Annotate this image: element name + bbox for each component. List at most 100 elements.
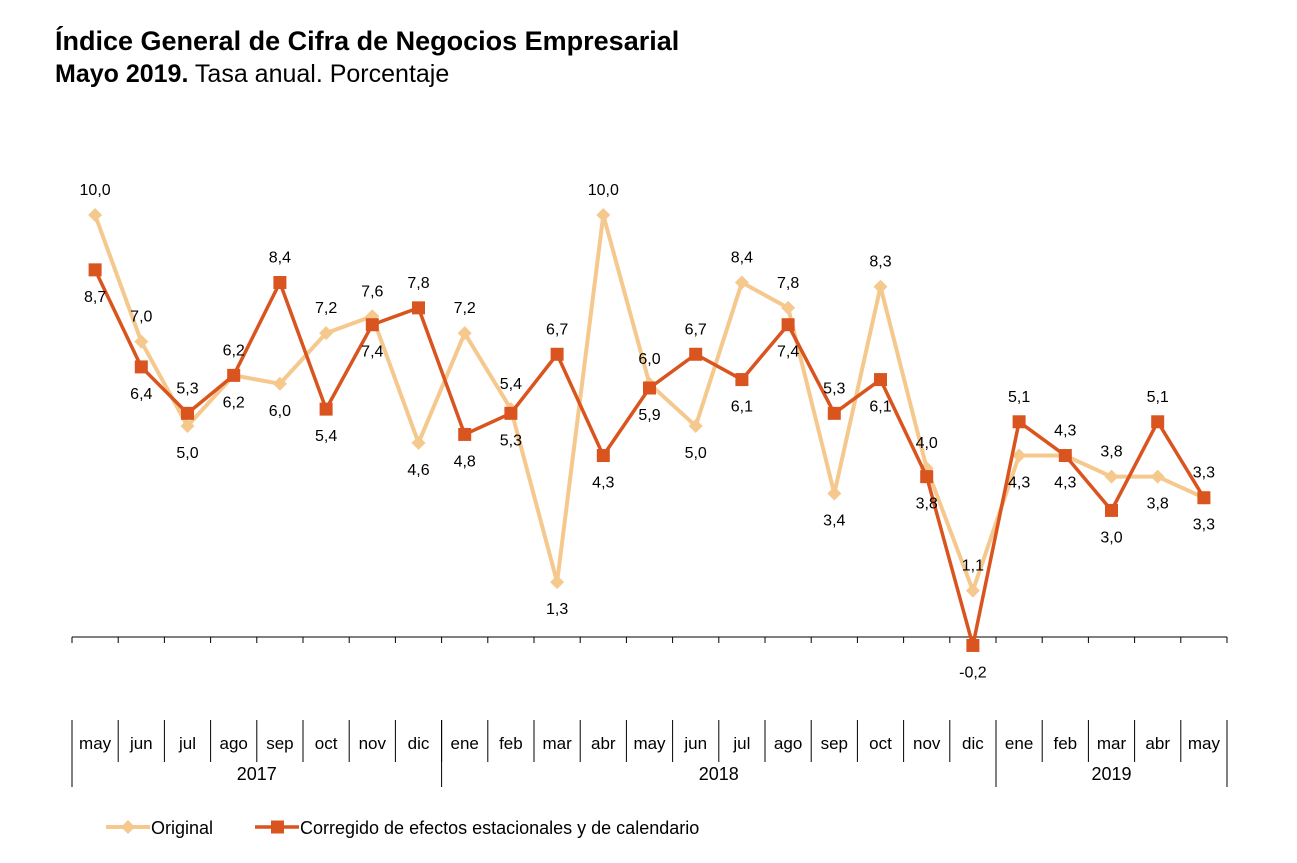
legend-original-label: Original — [151, 818, 213, 838]
corrected-data-label: 3,8 — [916, 496, 938, 513]
subtitle-description: Tasa anual. Porcentaje — [188, 60, 450, 88]
category-label: mar — [542, 734, 572, 753]
corrected-point — [319, 402, 333, 416]
original-data-label: 8,4 — [731, 250, 753, 267]
corrected-data-label: 5,1 — [1147, 389, 1169, 406]
corrected-point — [874, 373, 887, 387]
category-label: jun — [129, 734, 153, 753]
original-data-label: 3,8 — [1147, 496, 1169, 513]
original-point — [1104, 469, 1119, 484]
category-label: abr — [1145, 734, 1170, 753]
year-label: 2018 — [699, 764, 739, 784]
category-label: mar — [1097, 734, 1127, 753]
original-data-label: 8,3 — [869, 254, 891, 271]
original-data-label: 4,6 — [407, 462, 429, 479]
series-corrected-line — [93, 269, 1206, 648]
corrected-point — [504, 406, 518, 420]
original-point — [734, 275, 749, 290]
corrected-point — [920, 470, 934, 484]
corrected-data-label: 6,7 — [546, 321, 568, 338]
original-point — [873, 279, 888, 294]
legend-original-marker — [121, 820, 135, 834]
chart-subtitle: Mayo 2019. Tasa anual. Porcentaje — [55, 60, 449, 89]
category-label: ago — [774, 734, 802, 753]
original-data-label: 5,0 — [685, 445, 707, 462]
corrected-data-label: 5,3 — [823, 380, 845, 397]
year-label: 2019 — [1091, 764, 1131, 784]
category-label: jul — [732, 734, 750, 753]
corrected-data-label: 6,7 — [685, 321, 707, 338]
corrected-point — [458, 427, 472, 441]
original-data-label: 1,1 — [962, 558, 984, 575]
corrected-data-label: 3,3 — [1193, 465, 1215, 482]
original-point — [550, 575, 565, 590]
category-label: jul — [178, 734, 196, 753]
corrected-data-label: 3,0 — [1100, 529, 1122, 546]
original-point — [596, 208, 611, 222]
subtitle-period: Mayo 2019. — [55, 60, 189, 88]
corrected-data-label: 8,7 — [84, 289, 106, 306]
original-point — [180, 419, 195, 433]
corrected-data-label: 5,3 — [500, 432, 522, 449]
category-label: oct — [315, 734, 338, 753]
category-label: dic — [408, 734, 430, 753]
original-data-label: 7,8 — [777, 275, 799, 292]
corrected-data-label: 5,4 — [315, 428, 337, 445]
category-label: nov — [913, 734, 941, 753]
category-label: feb — [1053, 734, 1077, 753]
category-label: abr — [591, 734, 616, 753]
original-point — [827, 486, 842, 501]
corrected-point — [273, 276, 287, 290]
corrected-data-label: 7,8 — [407, 275, 429, 292]
corrected-point — [781, 318, 795, 332]
original-data-label: 7,6 — [361, 283, 383, 300]
original-data-label: 3,8 — [1100, 444, 1122, 461]
corrected-point — [735, 373, 749, 387]
original-data-label: 7,0 — [130, 309, 152, 326]
corrected-point — [689, 347, 703, 361]
corrected-data-label: 7,4 — [777, 344, 799, 361]
original-data-label: 3,3 — [1193, 517, 1215, 534]
original-data-label: 10,0 — [80, 182, 111, 199]
original-point — [688, 419, 703, 433]
original-data-label: 3,4 — [823, 513, 845, 530]
category-label: ene — [1005, 734, 1033, 753]
original-point — [1150, 469, 1165, 484]
category-label: jun — [683, 734, 707, 753]
category-label: oct — [869, 734, 892, 753]
corrected-data-label: 5,9 — [638, 407, 660, 424]
category-label: feb — [499, 734, 523, 753]
corrected-point — [550, 347, 564, 361]
original-point — [411, 435, 426, 450]
corrected-data-label: 4,3 — [1054, 423, 1076, 440]
corrected-point — [1197, 491, 1211, 505]
category-label: ago — [220, 734, 248, 753]
corrected-point — [1151, 415, 1165, 429]
corrected-data-label: -0,2 — [959, 664, 987, 681]
category-label: nov — [359, 734, 387, 753]
category-label: may — [79, 734, 112, 753]
year-label: 2017 — [237, 764, 277, 784]
corrected-point — [596, 449, 610, 463]
corrected-data-label: 6,2 — [223, 342, 245, 359]
original-data-label: 1,3 — [546, 601, 568, 618]
corrected-point — [827, 406, 841, 420]
corrected-point — [1058, 449, 1072, 463]
original-data-label: 4,3 — [1054, 475, 1076, 492]
corrected-point — [88, 263, 102, 277]
category-label: dic — [962, 734, 984, 753]
original-data-label: 4,3 — [1008, 475, 1030, 492]
corrected-point — [1012, 415, 1026, 429]
original-point — [134, 334, 149, 349]
series-original-line — [93, 213, 1205, 593]
category-label: may — [1188, 734, 1221, 753]
category-label: sep — [821, 734, 848, 753]
original-data-label: 6,0 — [638, 351, 660, 368]
legend-corrected-label: Corregido de efectos estacionales y de c… — [300, 818, 699, 838]
corrected-data-label: 8,4 — [269, 250, 291, 267]
corrected-point — [643, 381, 656, 395]
original-data-label: 7,2 — [315, 300, 337, 317]
corrected-data-label: 6,1 — [731, 399, 753, 416]
corrected-data-label: 5,1 — [1008, 389, 1030, 406]
